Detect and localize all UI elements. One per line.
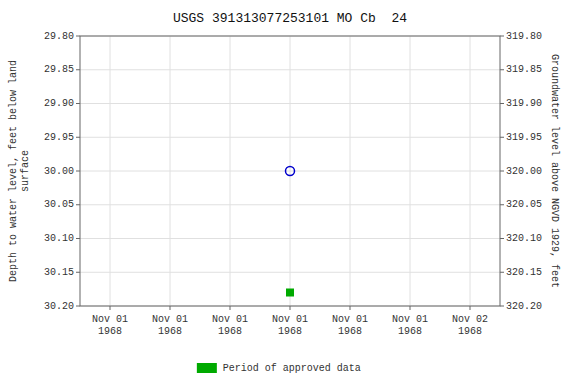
tick-label: 319.95 — [506, 132, 542, 143]
background — [0, 0, 576, 384]
tick — [76, 204, 80, 205]
tick-label: 319.85 — [506, 64, 542, 75]
axis-label: Depth to water level, feet below landsur… — [8, 60, 31, 282]
tick — [76, 69, 80, 70]
grid-line — [110, 36, 111, 306]
point — [286, 167, 295, 176]
grid-line — [410, 36, 411, 306]
legend: Period of approved data — [197, 363, 361, 374]
legend-label: Period of approved data — [223, 363, 361, 374]
plot-frame — [80, 36, 500, 306]
tick — [170, 306, 171, 310]
tick-label: Nov 011968 — [272, 314, 308, 337]
tick — [410, 306, 411, 310]
tick — [500, 103, 504, 104]
axis-label: Groundwater level above NGVD 1929, feet — [549, 54, 560, 288]
tick — [350, 306, 351, 310]
axes: 29.80 29.85 29.90 29.95 30.00 30.05 30.10 30.15… — [44, 31, 542, 337]
tick-label: 29.90 — [44, 98, 74, 109]
tick — [76, 272, 80, 273]
grid-line — [470, 36, 471, 306]
tick — [76, 137, 80, 138]
tick-label: 30.05 — [44, 199, 74, 210]
tick-label: 30.10 — [44, 233, 74, 244]
tick-label: 320.20 — [506, 301, 542, 312]
tick — [76, 238, 80, 239]
grid-line — [230, 36, 231, 306]
tick — [500, 238, 504, 239]
tick — [110, 306, 111, 310]
tick-label: 320.00 — [506, 166, 542, 177]
grid-line — [290, 36, 291, 306]
tick-label: 320.10 — [506, 233, 542, 244]
tick-label: 319.80 — [506, 31, 542, 42]
tick — [76, 171, 80, 172]
tick-label: Nov 011968 — [212, 314, 248, 337]
tick-label: Nov 011968 — [152, 314, 188, 337]
tick-label: 320.15 — [506, 267, 542, 278]
tick — [76, 36, 80, 37]
tick-label: Nov 011968 — [392, 314, 428, 337]
tick-label: Nov 021968 — [452, 314, 488, 337]
tick — [500, 204, 504, 205]
tick-label: 30.15 — [44, 267, 74, 278]
tick-label: 319.90 — [506, 98, 542, 109]
point — [287, 289, 294, 296]
tick — [500, 306, 504, 307]
tick — [230, 306, 231, 310]
tick-label: Nov 011968 — [92, 314, 128, 337]
legend-swatch — [197, 363, 217, 373]
tick — [76, 103, 80, 104]
grid-line — [350, 36, 351, 306]
tick-label: Nov 011968 — [332, 314, 368, 337]
tick-label: 29.85 — [44, 64, 74, 75]
tick — [500, 137, 504, 138]
tick — [470, 306, 471, 310]
tick — [290, 306, 291, 310]
tick-label: 320.05 — [506, 199, 542, 210]
title: USGS 391313077253101 MO Cb 24 — [173, 11, 407, 26]
tick — [500, 69, 504, 70]
tick — [76, 306, 80, 307]
tick-label: 29.80 — [44, 31, 74, 42]
grid-line — [170, 36, 171, 306]
tick-label: 29.95 — [44, 132, 74, 143]
tick-label: 30.20 — [44, 301, 74, 312]
grid — [80, 36, 500, 306]
tick-label: 30.00 — [44, 166, 74, 177]
chart: 29.80 29.85 29.90 29.95 30.00 30.05 30.10 30.15… — [0, 0, 576, 384]
marks — [286, 167, 295, 297]
tick — [500, 171, 504, 172]
tick — [500, 272, 504, 273]
tick — [500, 36, 504, 37]
